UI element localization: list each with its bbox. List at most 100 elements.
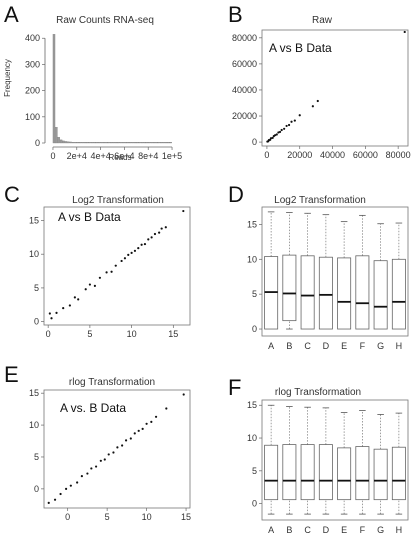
panel-e-title: rlog Transformation — [69, 377, 155, 388]
panel-d-category-label: C — [304, 341, 311, 351]
panel-b-point — [311, 105, 314, 108]
panel-b-point — [287, 123, 291, 127]
panel-a-bar — [162, 142, 165, 144]
panel-f-box — [264, 444, 279, 501]
panel-a-bar — [69, 141, 72, 144]
panel-a-bar — [114, 142, 118, 144]
panel-a-bar — [59, 139, 63, 144]
panel-a-bar — [100, 142, 103, 144]
panel-e-xtick-label: 15 — [181, 512, 191, 522]
panel-e-xtick-label: 10 — [142, 512, 152, 522]
panel-e-xtick-label: 0 — [65, 512, 70, 522]
panel-e-point — [137, 429, 140, 432]
panel-a-bar — [136, 142, 139, 144]
panel-e-point — [90, 467, 93, 470]
panel-d-box — [373, 260, 388, 330]
panel-a-bar — [121, 142, 125, 144]
panel-b-point — [275, 133, 278, 136]
panel-d: D Log2 Transformation 0 5 10 15 A B C D E F G H — [228, 182, 409, 351]
panel-a-bar — [107, 142, 110, 144]
panel-c-point — [68, 304, 71, 307]
panel-c-point — [98, 276, 101, 279]
panel-a-bar — [105, 142, 108, 144]
panel-e-point — [141, 427, 144, 431]
panel-a-bar — [98, 142, 101, 144]
panel-c-point — [153, 232, 157, 236]
panel-f-category-label: C — [304, 525, 311, 535]
panel-a-bar — [138, 142, 141, 144]
panel-e-point — [165, 407, 168, 410]
panel-c-point — [133, 249, 137, 252]
panel-c-point — [73, 296, 76, 299]
panel-b-xtick-label: 80000 — [386, 150, 411, 160]
panel-d-box — [300, 255, 315, 330]
panel-c-ytick-label: 0 — [34, 317, 39, 327]
panel-a-bar — [74, 142, 77, 144]
panel-d-category-label: G — [377, 341, 384, 351]
panel-f-category-label: A — [268, 525, 274, 535]
panel-f-ytick-label: 10 — [247, 433, 257, 443]
panel-a-bar — [67, 141, 70, 144]
panel-a-bar — [112, 142, 115, 144]
panel-a-xtick-label: 6e+4 — [114, 151, 134, 161]
panel-e-point — [76, 481, 79, 484]
panel-d-ytick-label: 10 — [247, 254, 257, 264]
panel-a-bar — [86, 142, 89, 144]
panel-f-box — [391, 446, 406, 501]
panel-a-ytick-label: 0 — [35, 138, 40, 148]
panel-c-point — [137, 247, 140, 250]
panel-f-box — [355, 446, 370, 501]
panel-a-bar — [52, 34, 56, 144]
panel-c-point — [48, 312, 51, 315]
panel-d-title: Log2 Transformation — [274, 195, 366, 206]
panel-a-bar — [155, 142, 158, 144]
panel-c-point — [143, 242, 147, 246]
panel-c-scatter: 0 5 10 15 0 5 10 15 — [29, 206, 191, 339]
panel-f-category-label: E — [341, 525, 347, 535]
panel-c-point — [77, 298, 80, 301]
panel-d-box — [355, 255, 370, 330]
panel-a-bar — [81, 142, 84, 144]
panel-c-ytick-label: 5 — [34, 283, 39, 293]
panel-e-point — [69, 484, 72, 487]
panel-f-category-label: D — [323, 525, 330, 535]
panel-e-point — [94, 465, 98, 468]
panel-a-xtick-label: 2e+4 — [67, 151, 87, 161]
panel-a-bar — [71, 142, 75, 144]
panel-c-point — [164, 226, 167, 229]
panel-e-point — [107, 453, 110, 456]
panel-a-ytick-label: 300 — [25, 59, 40, 69]
panel-d-box — [282, 254, 297, 322]
panel-e-point — [154, 415, 158, 418]
panel-f-ytick-label: 0 — [252, 499, 257, 509]
panel-b-letter: B — [228, 2, 243, 27]
panel-d-ytick-label: 0 — [252, 324, 257, 334]
panel-a-bar — [57, 137, 60, 144]
panel-c-point — [110, 270, 113, 273]
panel-c-xtick-label: 15 — [168, 329, 178, 339]
panel-b-point — [403, 30, 406, 34]
panel-e-point — [121, 444, 124, 447]
panel-e-point — [124, 439, 128, 442]
panel-c-point — [150, 236, 153, 239]
panel-a-histogram: 0 100 200 300 400 0 2e+4 4e+4 6e+4 8e+4 1e+5 — [25, 33, 182, 161]
panel-b-ytick-label: 80000 — [232, 33, 257, 43]
panel-d-ytick-label: 15 — [247, 219, 257, 229]
panel-c-point — [160, 227, 163, 230]
panel-b-point — [316, 99, 319, 103]
panel-d-letter: D — [228, 182, 244, 207]
panel-b-point — [269, 137, 273, 140]
panel-b-title: Raw — [312, 15, 333, 26]
panel-a-xtick-label: 4e+4 — [90, 151, 110, 161]
panel-c-point — [182, 209, 185, 213]
panel-c-point — [105, 271, 108, 274]
panel-f-box — [300, 444, 315, 501]
panel-d-frame — [261, 206, 409, 337]
panel-f-title: rlog Transformation — [275, 387, 361, 398]
panel-e-ytick-label: 10 — [29, 420, 39, 430]
panel-a-bar — [140, 142, 144, 144]
panel-a-bar — [119, 142, 122, 144]
panel-c-point — [130, 251, 133, 254]
panel-c-point — [140, 243, 143, 246]
panel-f: F rlog Transformation 0 5 10 15 A B C D E F G H — [228, 375, 409, 535]
